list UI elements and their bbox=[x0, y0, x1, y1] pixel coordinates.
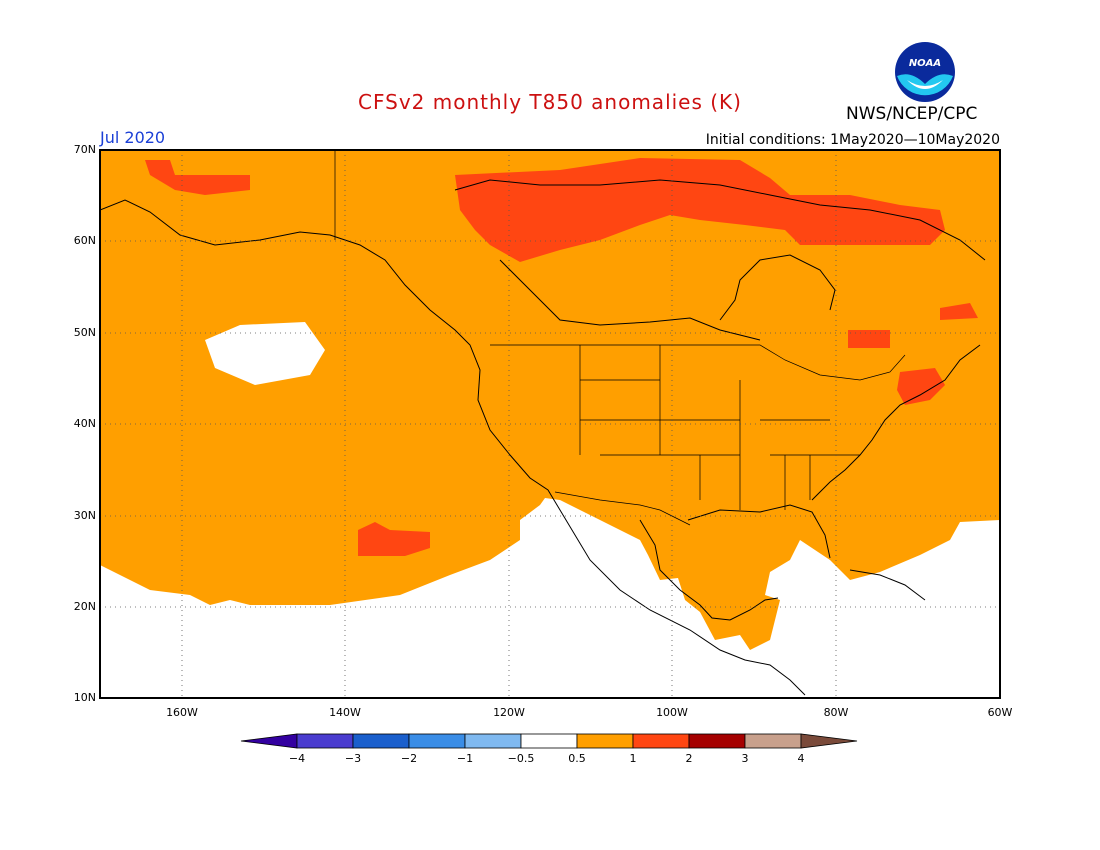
colorbar-label: −1 bbox=[456, 752, 474, 765]
colorbar-label: −2 bbox=[400, 752, 418, 765]
colorbar-swatch bbox=[464, 733, 522, 749]
colorbar-swatch bbox=[520, 733, 578, 749]
agency-label: NWS/NCEP/CPC bbox=[846, 104, 978, 124]
colorbar-swatch bbox=[408, 733, 466, 749]
colorbar-swatch bbox=[688, 733, 746, 749]
strong-warm-region-quebec bbox=[848, 330, 890, 348]
colorbar-label: −3 bbox=[344, 752, 362, 765]
lat-label: 10N bbox=[73, 691, 96, 704]
strong-warm-region-alaska bbox=[145, 160, 250, 195]
neutral-pacific-blob bbox=[205, 322, 325, 385]
colorbar-swatch bbox=[800, 733, 858, 749]
colorbar-label: 0.5 bbox=[568, 752, 586, 765]
strong-warm-region-newengland bbox=[897, 368, 945, 405]
lat-label: 60N bbox=[73, 234, 96, 247]
warm-anomaly-region bbox=[100, 150, 1000, 650]
coastlines bbox=[100, 179, 986, 696]
lon-label: 100W bbox=[656, 706, 688, 719]
graticule bbox=[100, 150, 1000, 698]
colorbar-swatch bbox=[632, 733, 690, 749]
colorbar-swatch bbox=[576, 733, 634, 749]
colorbar bbox=[240, 733, 858, 749]
map-title: CFSv2 monthly T850 anomalies (K) bbox=[358, 90, 742, 114]
lat-label: 30N bbox=[73, 509, 96, 522]
colorbar-swatch bbox=[240, 733, 298, 749]
colorbar-swatch bbox=[744, 733, 802, 749]
lon-label: 60W bbox=[987, 706, 1013, 719]
strong-warm-region-pacific bbox=[358, 522, 430, 556]
map-frame bbox=[99, 149, 1001, 699]
colorbar-label: −0.5 bbox=[507, 752, 535, 765]
forecast-period: Jul 2020 bbox=[100, 128, 166, 147]
political-borders bbox=[334, 150, 906, 526]
lat-label: 40N bbox=[73, 417, 96, 430]
colorbar-label: 3 bbox=[741, 752, 749, 765]
strong-warm-region-canada bbox=[455, 158, 945, 262]
colorbar-label: 2 bbox=[685, 752, 693, 765]
lon-label: 140W bbox=[329, 706, 361, 719]
lat-label: 70N bbox=[73, 143, 96, 156]
colorbar-label: 1 bbox=[629, 752, 637, 765]
colorbar-label: −4 bbox=[288, 752, 306, 765]
lon-label: 120W bbox=[493, 706, 525, 719]
initial-conditions: Initial conditions: 1May2020—10May2020 bbox=[705, 132, 1000, 148]
lat-label: 50N bbox=[73, 326, 96, 339]
lat-label: 20N bbox=[73, 600, 96, 613]
noaa-logo-icon: NOAA bbox=[895, 42, 955, 102]
lon-label: 80W bbox=[823, 706, 849, 719]
strong-warm-region-labrador bbox=[940, 303, 978, 320]
lon-label: 160W bbox=[166, 706, 198, 719]
logo-text: NOAA bbox=[909, 58, 941, 69]
colorbar-swatch bbox=[296, 733, 354, 749]
colorbar-label: 4 bbox=[797, 752, 805, 765]
colorbar-swatch bbox=[352, 733, 410, 749]
map-area bbox=[100, 150, 1000, 696]
